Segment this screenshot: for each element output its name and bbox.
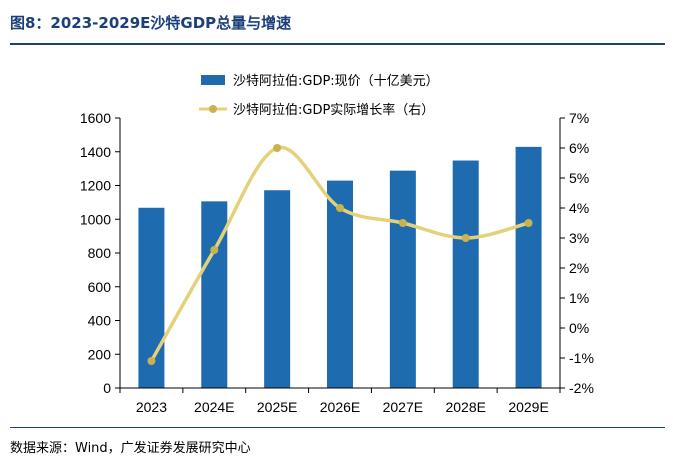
y-tick-label-left: 400	[88, 313, 112, 329]
x-tick-label: 2025E	[257, 399, 297, 415]
bar-2027E	[389, 170, 416, 388]
y-tick-label-right: 1%	[569, 290, 589, 306]
y-tick-label-left: 1000	[80, 211, 111, 227]
y-tick-label-right: 2%	[569, 260, 589, 276]
y-tick-label-right: 7%	[569, 110, 589, 126]
legend-bar-swatch	[201, 75, 225, 85]
y-tick-label-right: -1%	[569, 350, 594, 366]
x-tick-label: 2029E	[508, 399, 548, 415]
x-tick-label: 2028E	[445, 399, 485, 415]
title-rule	[10, 43, 665, 45]
bar-2025E	[264, 190, 291, 388]
y-tick-label-left: 800	[88, 245, 112, 261]
legend-label-bar: 沙特阿拉伯:GDP:现价（十亿美元）	[233, 74, 439, 89]
y-tick-label-left: 1200	[80, 178, 111, 194]
growth-point-2028E	[461, 234, 470, 242]
y-tick-label-left: 1600	[80, 110, 111, 126]
y-tick-label-right: 5%	[569, 170, 589, 186]
y-tick-label-left: 1400	[80, 144, 111, 160]
growth-point-2025E	[273, 144, 282, 152]
source-note: 数据来源：Wind，广发证券发展研究中心	[10, 441, 251, 456]
legend-label-line: 沙特阿拉伯:GDP实际增长率（右）	[233, 102, 434, 118]
bar-2028E	[452, 160, 479, 388]
x-tick-label: 2024E	[194, 399, 234, 415]
y-tick-label-right: 3%	[569, 230, 589, 246]
legend: 沙特阿拉伯:GDP:现价（十亿美元） 沙特阿拉伯:GDP实际增长率（右）	[199, 74, 439, 118]
bar-2026E	[327, 180, 353, 388]
growth-point-2029E	[524, 219, 533, 227]
x-tick-label: 2023	[136, 399, 167, 415]
y-tick-label-left: 0	[103, 380, 111, 396]
x-tick-label: 2027E	[383, 399, 423, 415]
line-layer	[147, 144, 533, 365]
figure-title: 图8：2023-2029E沙特GDP总量与增速	[10, 14, 292, 32]
x-tick-label: 2026E	[320, 399, 360, 415]
y-tick-label-right: -2%	[569, 380, 594, 396]
growth-point-2027E	[398, 219, 407, 227]
bar-2029E	[515, 146, 542, 388]
y-tick-label-right: 6%	[569, 140, 589, 156]
y-tick-label-left: 200	[88, 346, 112, 362]
growth-point-2024E	[210, 246, 219, 254]
axes-layer: 0 200 400 600 800 1000 1200 1400 1600 -2% -1% 0% 1% 2…	[80, 110, 594, 415]
growth-point-2026E	[336, 204, 344, 212]
y-tick-label-right: 0%	[569, 320, 589, 336]
y-tick-label-right: 4%	[569, 200, 589, 216]
source-rule	[10, 427, 665, 428]
growth-point-2023	[147, 357, 156, 365]
bars-layer	[138, 146, 542, 388]
y-tick-label-left: 600	[88, 279, 112, 295]
legend-line-marker	[209, 105, 217, 113]
